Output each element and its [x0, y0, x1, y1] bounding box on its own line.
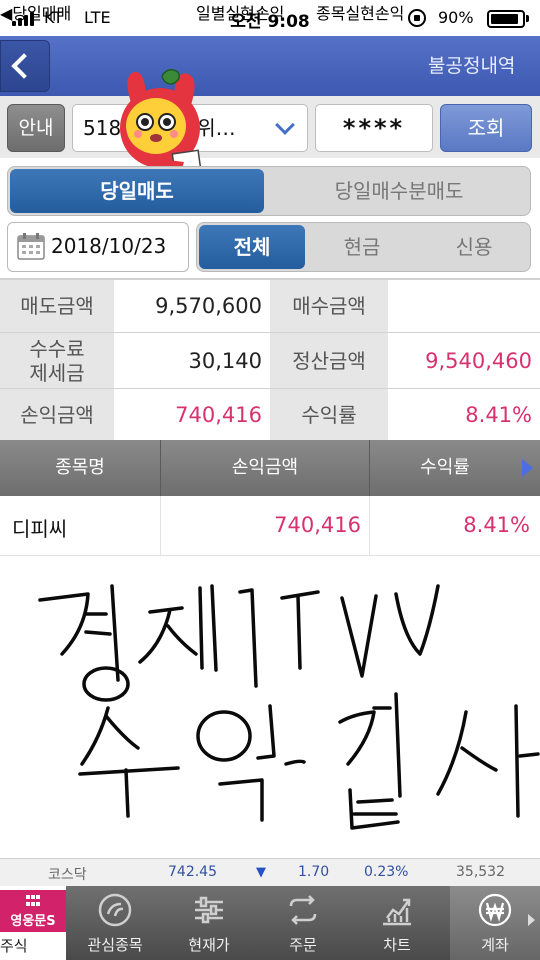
nav-item-price[interactable]: 현재가: [164, 886, 254, 960]
list-header: [0, 440, 540, 496]
back-button[interactable]: [0, 40, 50, 92]
column-header-name[interactable]: 종목명: [55, 457, 105, 478]
settle-amount-label: 정산금액: [270, 333, 388, 388]
ticker-volume: 35,532: [456, 864, 505, 880]
chart-icon: [383, 898, 411, 926]
buy-amount-value: [388, 280, 540, 332]
guide-button[interactable]: 안내: [7, 104, 65, 152]
tab-today-trade[interactable]: ◀당일매매: [0, 4, 72, 23]
tab-daily-profit[interactable]: 일별실현손익: [196, 4, 285, 23]
row-stock-name: 디피씨: [12, 517, 68, 541]
ticker-change: 1.70: [298, 864, 330, 880]
nav-label: 차트: [383, 936, 411, 954]
cell-divider: [369, 496, 370, 556]
ticker-value: 742.45: [168, 864, 217, 880]
handwritten-note: [38, 584, 540, 830]
divider: [0, 332, 540, 333]
sell-amount-value: 9,570,600: [114, 280, 270, 332]
search-button[interactable]: 조회: [440, 104, 532, 152]
status-time: 오전 9:08: [230, 12, 310, 32]
chevron-left-icon: [11, 53, 37, 79]
calendar-icon[interactable]: [17, 232, 45, 260]
sliders-icon: [195, 896, 223, 924]
nav-label: 계좌: [481, 936, 509, 954]
battery-tip: [526, 15, 529, 22]
segment-credit[interactable]: 신용: [455, 235, 493, 259]
swap-icon: [289, 895, 317, 925]
segment-cash[interactable]: 현금: [343, 235, 381, 259]
account-number: 518: [83, 116, 122, 140]
brand-name: 영웅문S: [10, 914, 56, 929]
header-bar: [0, 36, 540, 96]
divider: [0, 278, 540, 280]
mascot-sticker-icon: [120, 69, 203, 181]
cell-divider: [160, 496, 161, 556]
nav-more-arrow-icon[interactable]: [528, 914, 535, 926]
nav-label: 주식: [0, 937, 28, 955]
rate-value: 8.41%: [388, 389, 540, 440]
row-rate: 8.41%: [463, 513, 530, 537]
ticker-change-pct: 0.23%: [364, 864, 409, 880]
nav-label: 관심종목: [87, 936, 143, 954]
fee-tax-label: 수수료 제세금: [0, 333, 114, 388]
handwriting-line-1: [38, 584, 440, 702]
column-divider: [160, 440, 161, 496]
buy-amount-label: 매수금액: [270, 280, 388, 332]
tab-stock-profit[interactable]: 종목실현손익: [316, 4, 405, 23]
account-suffix: 위…: [197, 116, 236, 140]
password-field[interactable]: ****: [315, 104, 433, 152]
carrier-label: KT: [44, 8, 64, 27]
market-ticker[interactable]: 코스닥 742.45 ▼ 1.70 0.23% 35,532: [0, 858, 540, 886]
battery-icon: [487, 10, 525, 28]
segment-today-buy-sell[interactable]: 당일매수분매도: [334, 179, 464, 203]
segment-all[interactable]: 전체: [199, 225, 305, 269]
down-arrow-icon: ▼: [256, 865, 266, 880]
fee-tax-value: 30,140: [114, 333, 270, 388]
signal-icon: [12, 12, 38, 26]
column-header-profit[interactable]: 손익금액: [231, 457, 299, 478]
won-icon: [478, 893, 512, 927]
row-profit: 740,416: [274, 513, 361, 537]
nav-label: 현재가: [188, 936, 230, 954]
nav-label: 주문: [289, 936, 317, 954]
rate-label: 수익률: [270, 389, 388, 440]
nav-item-order[interactable]: 주문: [258, 886, 348, 960]
brand-logo: 영웅문S: [0, 890, 66, 932]
column-divider: [369, 440, 370, 496]
nav-item-watchlist[interactable]: 관심종목: [70, 886, 160, 960]
nav-item-chart[interactable]: 차트: [352, 886, 442, 960]
date-value: 2018/10/23: [51, 234, 167, 258]
handwriting-line-2: [78, 692, 540, 830]
profit-value: 740,416: [114, 389, 270, 440]
nav-item-account[interactable]: 계좌: [450, 886, 540, 960]
rotation-lock-icon: [408, 9, 426, 27]
profit-label: 손익금액: [0, 389, 114, 440]
column-header-rate[interactable]: 수익률: [420, 457, 470, 478]
ticker-index-name: 코스닥: [48, 867, 87, 883]
nav-active-bg: [450, 886, 540, 960]
network-label: LTE: [84, 8, 111, 27]
battery-percent: 90%: [438, 8, 474, 27]
table-row[interactable]: [0, 496, 540, 556]
tab-label: 당일매매: [12, 4, 72, 23]
tab-unfair-history[interactable]: 불공정내역: [428, 55, 516, 77]
grid-icon: [26, 895, 40, 906]
star-circle-icon: [98, 893, 132, 927]
segment-today-sell[interactable]: 당일매도: [10, 169, 264, 213]
status-bar: KT LTE 오전 9:08 90%: [0, 0, 540, 36]
sell-amount-label: 매도금액: [0, 280, 114, 332]
settle-amount-value: 9,540,460: [388, 333, 540, 388]
divider: [0, 388, 540, 389]
scroll-right-arrow-icon[interactable]: [522, 459, 533, 477]
